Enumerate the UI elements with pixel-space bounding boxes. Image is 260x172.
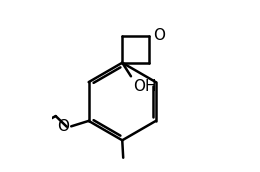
Text: OH: OH — [133, 79, 157, 94]
Text: O: O — [57, 119, 69, 134]
Text: O: O — [153, 28, 165, 43]
